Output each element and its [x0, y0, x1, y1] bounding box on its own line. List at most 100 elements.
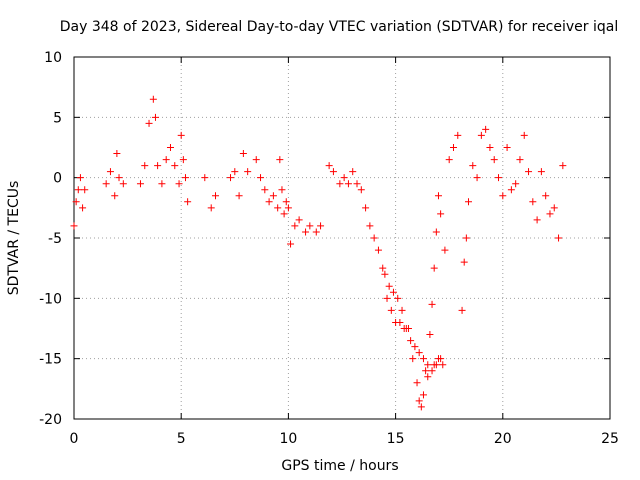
- data-point: [525, 168, 533, 176]
- x-tick-label: 5: [177, 431, 186, 447]
- data-point: [407, 337, 415, 345]
- data-point: [520, 131, 528, 139]
- data-point: [113, 150, 121, 158]
- data-point: [381, 270, 389, 278]
- data-point: [171, 162, 179, 170]
- chart-title: Day 348 of 2023, Sidereal Day-to-day VTE…: [60, 19, 618, 35]
- data-point: [424, 361, 432, 369]
- data-point: [212, 192, 220, 200]
- data-point: [349, 168, 357, 176]
- data-point: [415, 397, 423, 405]
- data-point: [432, 361, 440, 369]
- y-tick-label: 0: [53, 171, 62, 187]
- data-point: [402, 325, 410, 332]
- data-point: [462, 234, 470, 242]
- data-point: [317, 222, 325, 230]
- data-point: [422, 367, 430, 375]
- data-point: [276, 156, 284, 164]
- x-tick-label: 20: [494, 431, 512, 447]
- data-point: [184, 198, 192, 206]
- data-point: [486, 144, 494, 151]
- data-point: [179, 156, 187, 164]
- data-point: [477, 131, 485, 139]
- data-point: [482, 125, 490, 133]
- data-point: [507, 186, 515, 194]
- data-point: [115, 174, 123, 182]
- data-point: [419, 355, 427, 363]
- data-point: [325, 162, 333, 170]
- data-point: [550, 204, 558, 212]
- data-point: [106, 168, 114, 176]
- data-point: [413, 379, 421, 387]
- data-point: [415, 349, 423, 357]
- data-point: [516, 156, 524, 164]
- data-point: [533, 216, 541, 224]
- data-point: [370, 234, 378, 242]
- data-point: [111, 192, 119, 200]
- data-point: [244, 168, 252, 176]
- data-point: [72, 198, 80, 206]
- data-point: [490, 156, 498, 164]
- data-point: [207, 204, 215, 212]
- data-point: [394, 294, 402, 302]
- data-point: [437, 355, 445, 363]
- y-tick-label: 5: [53, 110, 62, 126]
- data-point: [499, 192, 507, 200]
- y-tick-label: -10: [39, 291, 62, 307]
- data-point: [460, 258, 468, 266]
- data-point: [295, 216, 303, 224]
- data-point: [464, 198, 472, 206]
- data-points: [70, 95, 567, 411]
- data-point: [417, 403, 425, 411]
- y-tick-label: -20: [39, 412, 62, 428]
- data-point: [227, 174, 235, 182]
- data-point: [458, 306, 466, 314]
- data-point: [278, 186, 286, 194]
- data-point: [387, 306, 395, 314]
- data-point: [79, 204, 87, 212]
- data-point: [362, 204, 370, 212]
- data-point: [302, 228, 310, 236]
- data-point: [340, 174, 348, 182]
- data-point: [119, 180, 127, 188]
- data-point: [312, 228, 320, 236]
- data-point: [158, 180, 166, 188]
- data-point: [269, 192, 277, 200]
- data-point: [445, 156, 453, 164]
- data-point: [473, 174, 481, 182]
- data-point: [430, 264, 438, 272]
- data-point: [70, 222, 78, 230]
- data-point: [441, 246, 449, 254]
- data-point: [555, 234, 563, 242]
- data-point: [261, 186, 269, 194]
- data-point: [257, 174, 265, 182]
- data-point: [181, 174, 189, 182]
- x-axis-label: GPS time / hours: [281, 458, 398, 474]
- data-point: [437, 210, 445, 218]
- data-point: [419, 391, 427, 399]
- data-point: [398, 306, 406, 314]
- data-point: [284, 204, 292, 212]
- data-point: [201, 174, 209, 182]
- data-point: [76, 174, 84, 182]
- data-point: [291, 222, 299, 230]
- data-point: [495, 174, 503, 182]
- y-tick-label: 10: [44, 50, 62, 66]
- data-point: [329, 168, 337, 176]
- data-point: [280, 210, 288, 218]
- data-point: [235, 192, 243, 200]
- data-point: [379, 264, 387, 272]
- data-point: [162, 156, 170, 164]
- data-point: [537, 168, 545, 176]
- data-point: [274, 204, 282, 212]
- data-point: [469, 162, 477, 170]
- data-point: [366, 222, 374, 230]
- data-point: [175, 180, 183, 188]
- data-point: [357, 186, 365, 194]
- data-point: [102, 180, 110, 188]
- data-point: [336, 180, 344, 188]
- data-point: [439, 361, 447, 369]
- data-point: [166, 144, 174, 151]
- data-point: [81, 186, 89, 194]
